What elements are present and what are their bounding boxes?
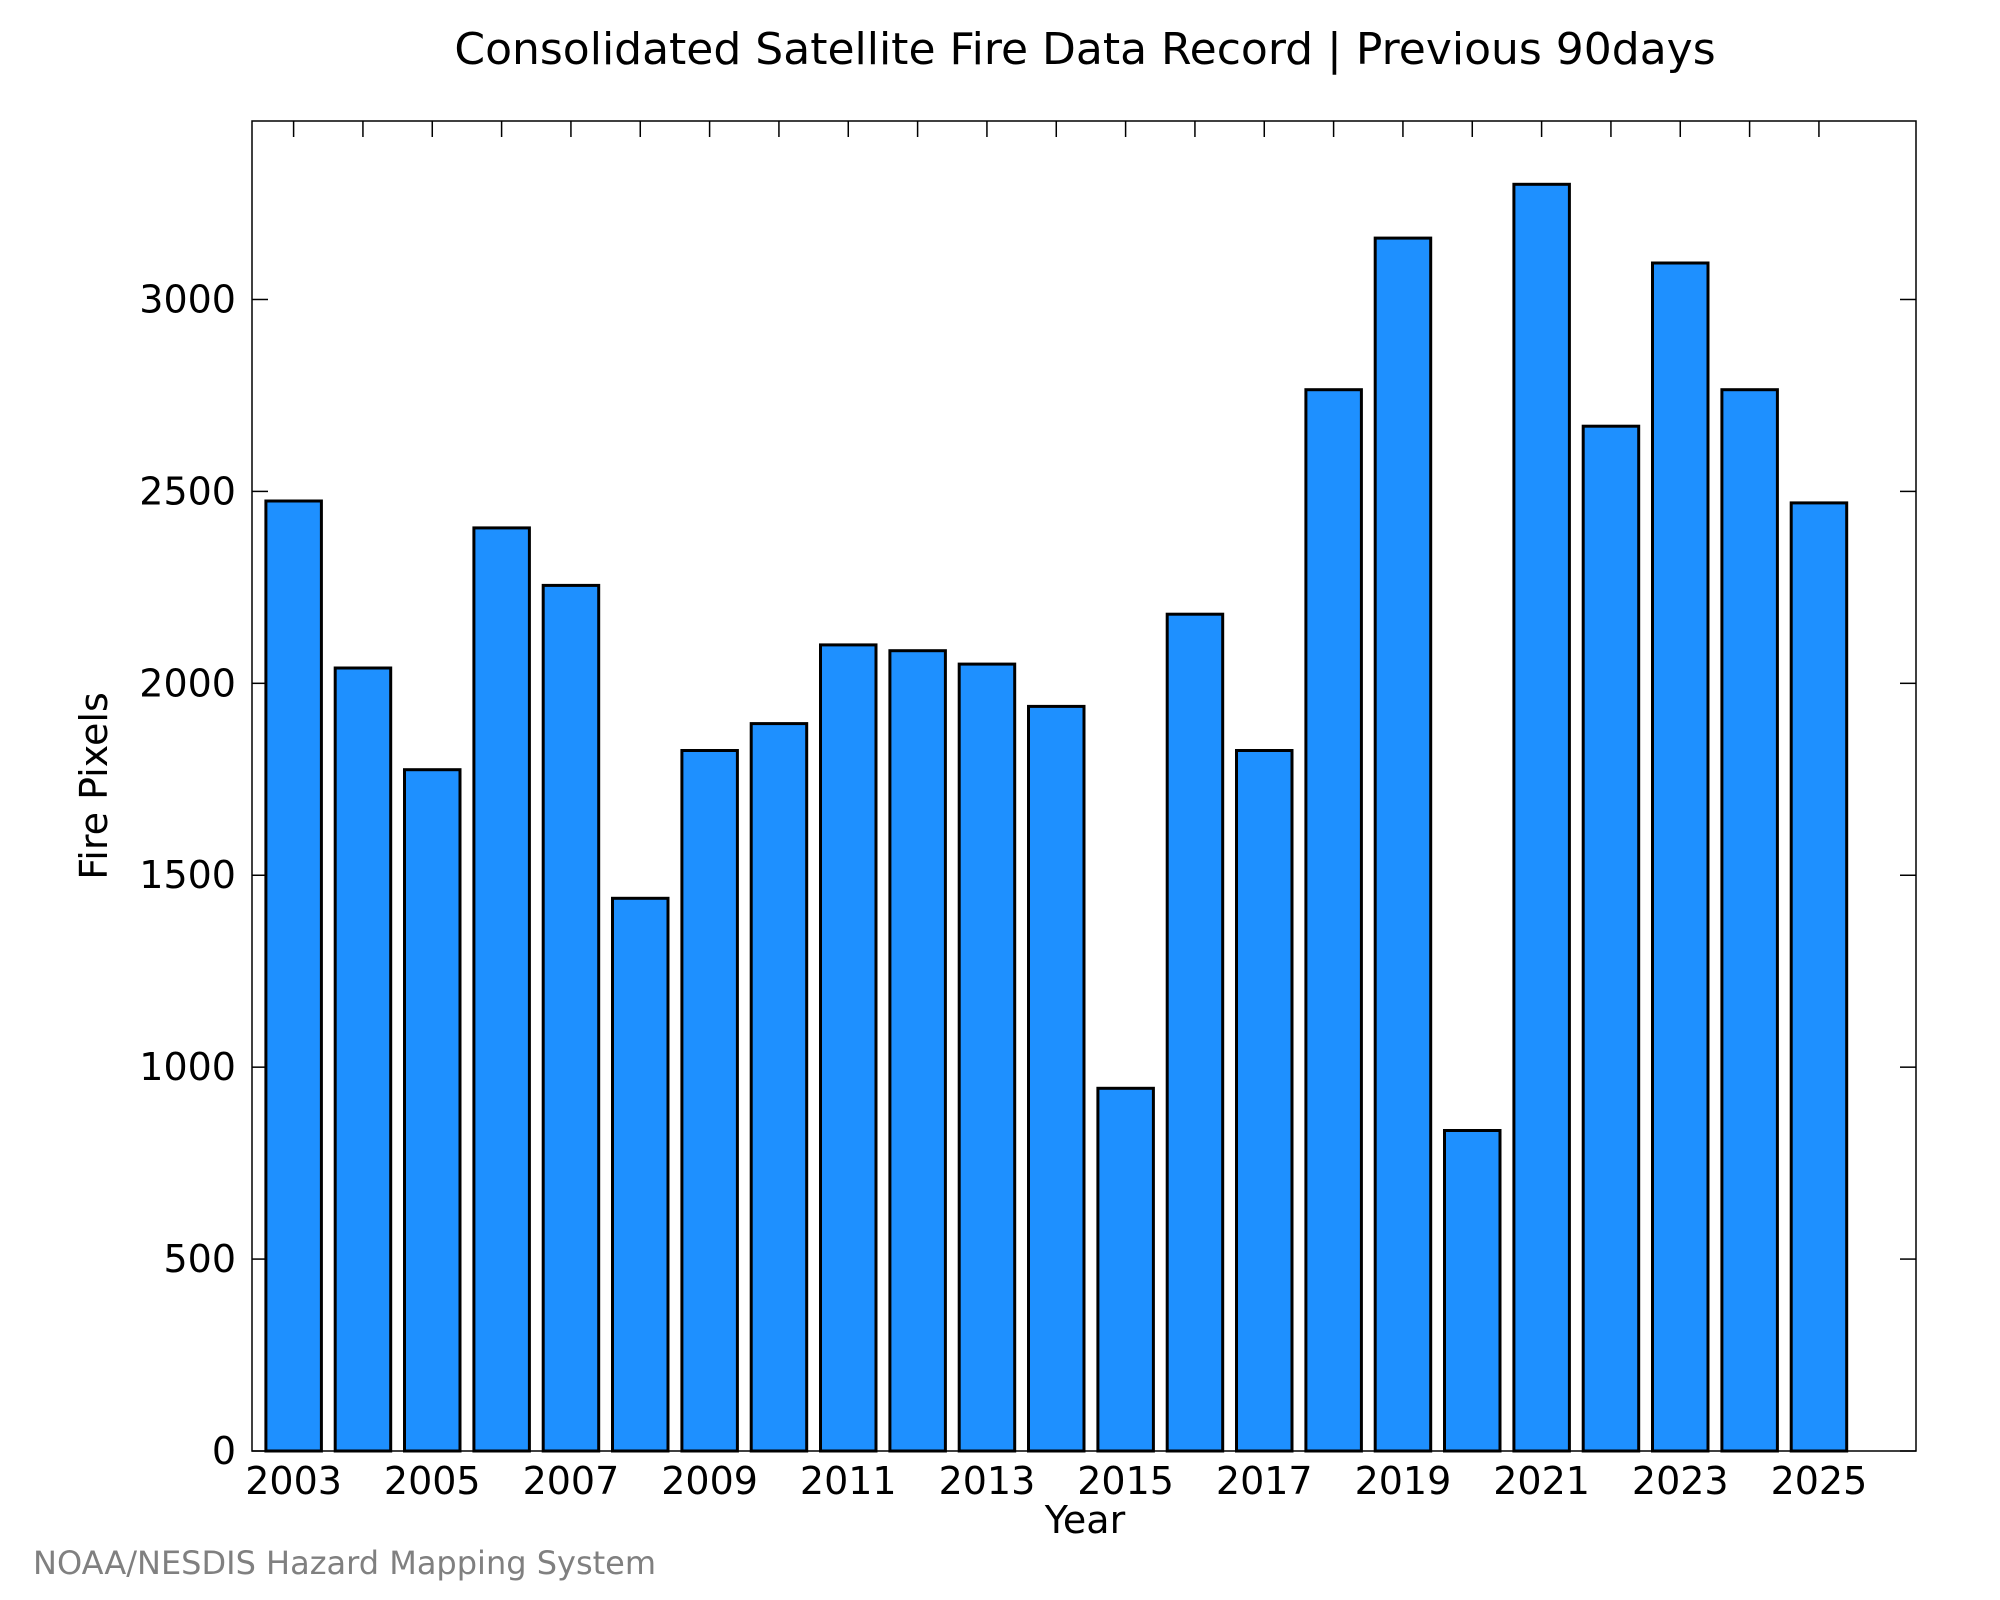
x-tick-label-2023: 2023	[1632, 1459, 1729, 1503]
x-tick-label-2019: 2019	[1355, 1459, 1452, 1503]
bar-2016	[1165, 612, 1225, 1453]
bar-2015	[1096, 1086, 1155, 1453]
y-tick-label-2500: 2500	[139, 469, 236, 513]
bar-2019	[1373, 236, 1433, 1453]
y-axis-label: Fire Pixels	[72, 692, 116, 880]
x-tick-label-2009: 2009	[661, 1459, 758, 1503]
y-tick-label-500: 500	[163, 1237, 236, 1281]
x-axis-label: Year	[1044, 1498, 1126, 1542]
y-tick-label-0: 0	[212, 1429, 236, 1473]
bar-2012	[888, 649, 947, 1453]
bars-group	[264, 182, 1849, 1453]
x-tick-label-2015: 2015	[1077, 1459, 1174, 1503]
bar-2013	[957, 662, 1017, 1453]
bar-2003	[264, 499, 323, 1453]
x-tick-label-2005: 2005	[384, 1459, 481, 1503]
bar-2025	[1789, 501, 1849, 1453]
x-tick-label-2011: 2011	[800, 1459, 897, 1503]
bar-2007	[541, 583, 601, 1453]
x-tick-label-2017: 2017	[1216, 1459, 1313, 1503]
y-tick-label-3000: 3000	[139, 277, 236, 321]
x-tick-label-2021: 2021	[1493, 1459, 1590, 1503]
bar-2021	[1512, 182, 1571, 1453]
bar-2017	[1235, 749, 1294, 1453]
x-tick-label-2013: 2013	[939, 1459, 1036, 1503]
y-tick-label-2000: 2000	[139, 661, 236, 705]
bar-2005	[403, 768, 462, 1453]
bar-2010	[749, 722, 809, 1453]
bar-2023	[1651, 261, 1710, 1453]
x-tick-label-2025: 2025	[1771, 1459, 1868, 1503]
bar-2009	[680, 749, 739, 1453]
bar-2011	[819, 643, 878, 1453]
bar-2020	[1443, 1129, 1502, 1453]
bar-2008	[611, 896, 670, 1453]
bar-2018	[1304, 388, 1363, 1453]
credit-text: NOAA/NESDIS Hazard Mapping System	[33, 1544, 656, 1582]
bar-2014	[1027, 704, 1086, 1453]
x-tick-label-2007: 2007	[523, 1459, 620, 1503]
y-tick-label-1000: 1000	[139, 1045, 236, 1089]
plot-frame	[251, 120, 1917, 1452]
y-tick-label-1500: 1500	[139, 853, 236, 897]
bar-2006	[472, 526, 531, 1453]
bar-2022	[1581, 424, 1641, 1453]
y-tick-labels: 0 500 1000 1500 2000 2500 3000	[139, 277, 236, 1473]
x-tick-label-2003: 2003	[245, 1459, 342, 1503]
x-tick-labels: 2003 2005 2007 2009 2011 2013 2015 2017 2019 2021…	[245, 1459, 1867, 1503]
bar-2004	[333, 666, 393, 1453]
chart-title: Consolidated Satellite Fire Data Record …	[454, 24, 1715, 75]
bar-2024	[1720, 388, 1779, 1453]
